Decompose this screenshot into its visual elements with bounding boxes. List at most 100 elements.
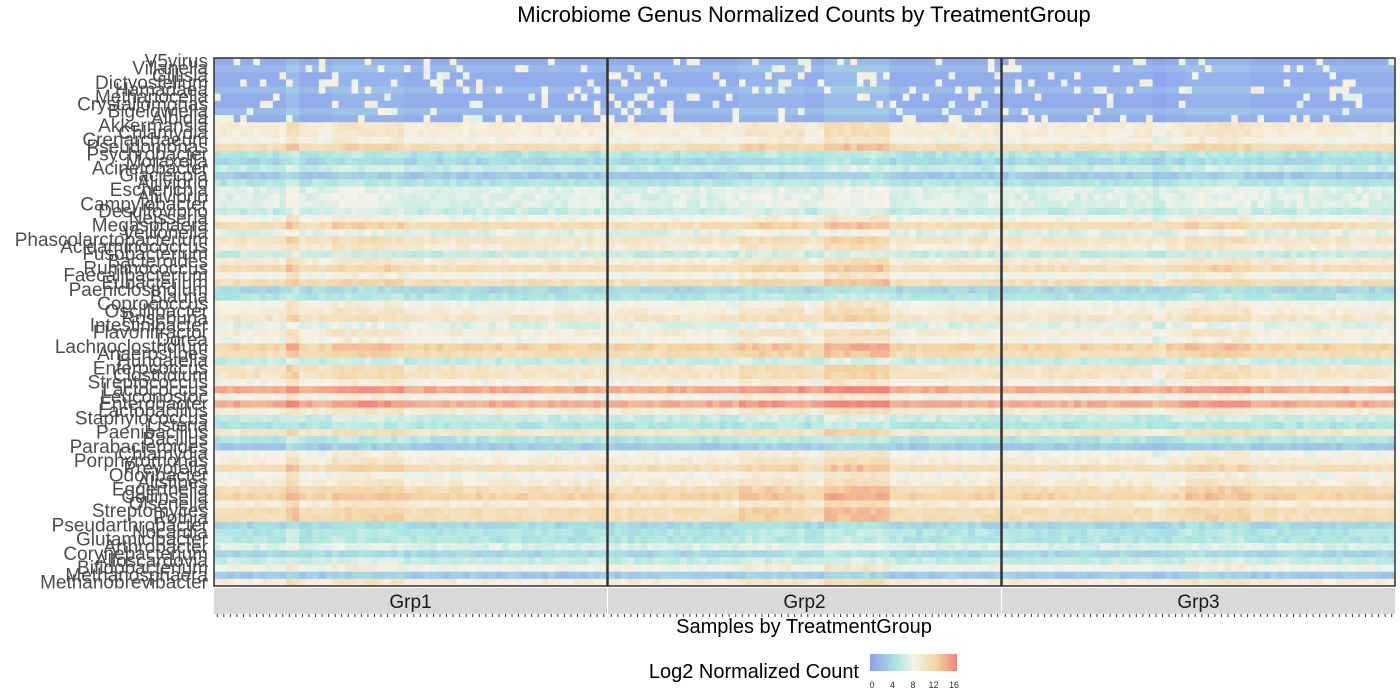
heatmap-cell <box>593 478 601 487</box>
heatmap-cell <box>345 507 352 515</box>
heatmap-cell <box>673 79 681 87</box>
heatmap-cell <box>403 393 411 401</box>
heatmap-cell <box>364 514 372 523</box>
heatmap-cell <box>489 272 496 280</box>
heatmap-cell <box>338 457 346 466</box>
heatmap-cell <box>253 136 261 144</box>
heatmap-cell <box>397 564 405 573</box>
heatmap-cell <box>515 450 523 458</box>
heatmap-cell <box>580 493 588 501</box>
heatmap-cell <box>534 493 542 501</box>
heatmap-cell <box>469 243 477 251</box>
heatmap-cell <box>338 507 346 515</box>
heatmap-cell <box>574 478 582 487</box>
heatmap-cell <box>528 343 536 351</box>
heatmap-cell <box>593 421 601 430</box>
heatmap-cell <box>508 279 516 287</box>
heatmap-cell <box>587 222 595 230</box>
heatmap-cell <box>443 464 451 473</box>
heatmap-cell <box>279 400 287 408</box>
heatmap-cell <box>390 557 398 565</box>
heatmap-cell <box>338 350 346 359</box>
heatmap-cell <box>338 107 346 116</box>
heatmap-cell <box>489 165 496 173</box>
heatmap-cell <box>338 157 346 166</box>
heatmap-cell <box>279 193 287 202</box>
heatmap-cell <box>240 550 248 558</box>
heatmap-cell <box>417 115 424 123</box>
heatmap-cell <box>279 286 287 294</box>
heatmap-cell <box>312 86 320 95</box>
heatmap-cell <box>305 507 313 515</box>
heatmap-cell <box>534 507 542 515</box>
heatmap-cell <box>403 322 411 330</box>
heatmap-cell <box>739 79 746 87</box>
heatmap-cell <box>272 464 280 473</box>
heatmap-cell <box>521 229 529 237</box>
heatmap-cell <box>417 371 424 380</box>
heatmap-cell <box>351 165 359 173</box>
heatmap-cell <box>246 400 254 408</box>
heatmap-cell <box>600 136 608 144</box>
heatmap-cell <box>214 165 221 173</box>
heatmap-cell <box>305 336 313 344</box>
heatmap-cell <box>377 400 385 408</box>
heatmap-cell <box>534 557 542 565</box>
heatmap-cell <box>286 236 293 244</box>
heatmap-cell <box>305 272 313 280</box>
heatmap-cell <box>397 72 405 80</box>
heatmap-cell <box>567 486 575 494</box>
heatmap-cell <box>443 243 451 251</box>
heatmap-cell <box>476 471 483 480</box>
heatmap-cell <box>259 471 267 480</box>
heatmap-cell <box>253 336 261 344</box>
heatmap-cell <box>371 300 379 309</box>
heatmap-cell <box>246 322 254 330</box>
heatmap-cell <box>259 450 267 458</box>
heatmap-cell <box>548 300 555 309</box>
heatmap-cell <box>423 314 431 323</box>
heatmap-cell <box>574 122 582 130</box>
heatmap-cell <box>476 500 483 508</box>
heatmap-cell <box>325 336 333 344</box>
heatmap-cell <box>279 536 287 544</box>
heatmap-cell <box>541 86 549 95</box>
heatmap-cell <box>804 100 812 109</box>
heatmap-cell <box>804 93 812 102</box>
heatmap-cell <box>384 336 392 344</box>
heatmap-cell <box>449 207 457 216</box>
heatmap-cell <box>745 79 753 87</box>
heatmap-cell <box>436 200 444 209</box>
heatmap-cell <box>338 557 346 565</box>
heatmap-cell <box>259 86 267 95</box>
heatmap-cell <box>693 79 701 87</box>
heatmap-cell <box>430 257 438 266</box>
heatmap-cell <box>554 129 562 137</box>
heatmap-cell <box>449 250 457 259</box>
heatmap-cell <box>948 93 956 102</box>
heatmap-cell <box>410 536 418 544</box>
heatmap-cell <box>443 179 451 187</box>
heatmap-cell <box>600 129 608 137</box>
heatmap-cell <box>397 379 405 387</box>
heatmap-cell <box>502 200 510 209</box>
heatmap-cell <box>410 93 418 102</box>
heatmap-cell <box>312 243 320 251</box>
heatmap-cell <box>397 528 405 537</box>
heatmap-cell <box>214 421 221 430</box>
heatmap-cell <box>312 136 320 144</box>
heatmap-cell <box>286 107 293 116</box>
heatmap-cell <box>476 528 483 537</box>
heatmap-cell <box>784 107 792 116</box>
heatmap-cell <box>384 100 392 109</box>
heatmap-cell <box>214 186 221 194</box>
heatmap-cell <box>593 414 601 423</box>
heatmap-cell <box>765 65 773 73</box>
heatmap-cell <box>292 157 300 166</box>
heatmap-cell <box>476 564 483 573</box>
heatmap-cell <box>410 322 418 330</box>
heatmap-cell <box>214 379 221 387</box>
heatmap-cell <box>521 557 529 565</box>
heatmap-cell <box>528 507 536 515</box>
heatmap-cell <box>331 250 339 259</box>
